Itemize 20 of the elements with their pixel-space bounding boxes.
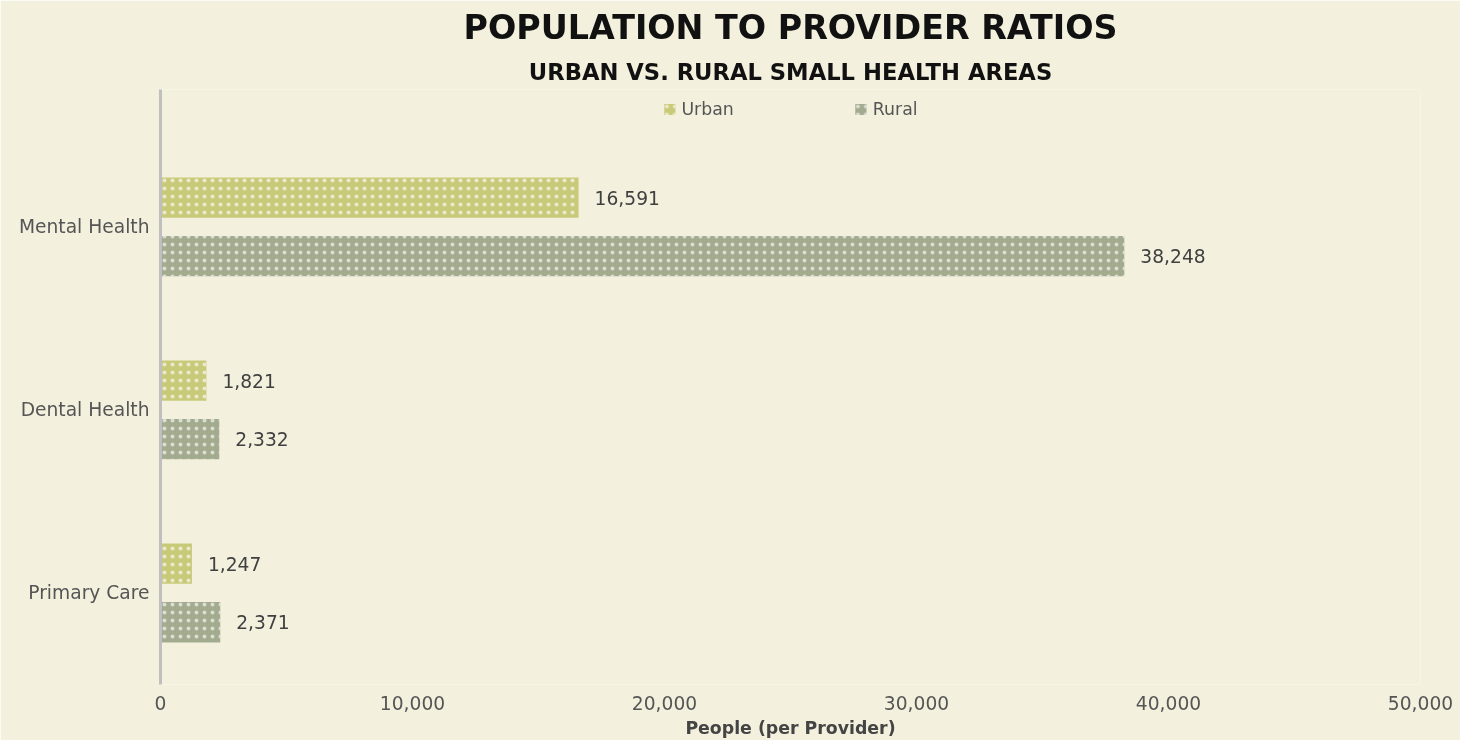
x-tick-label: 20,000 (631, 692, 698, 714)
chart-title: POPULATION TO PROVIDER RATIOS (463, 7, 1118, 47)
x-tick-label: 10,000 (379, 692, 446, 714)
y-tick-label: Dental Health (20, 399, 150, 421)
y-tick-label: Primary Care (28, 582, 150, 604)
chart-subtitle: URBAN VS. RURAL SMALL HEALTH AREAS (528, 58, 1053, 85)
x-tick-label: 50,000 (1387, 692, 1454, 714)
x-tick-label: 40,000 (1135, 692, 1202, 714)
data-label: 1,247 (207, 553, 262, 575)
x-tick-label: 0 (154, 692, 167, 714)
x-axis-title: People (per Provider) (685, 717, 896, 738)
data-label: 2,332 (235, 429, 289, 451)
data-label: 1,821 (222, 370, 276, 392)
legend-label: Rural (872, 99, 918, 119)
y-tick-label: Mental Health (18, 216, 150, 238)
data-label: 16,591 (594, 187, 660, 209)
data-label: 38,248 (1140, 246, 1206, 268)
data-label: 2,371 (236, 612, 290, 634)
x-tick-label: 30,000 (883, 692, 950, 714)
legend-label: Urban (681, 99, 734, 119)
